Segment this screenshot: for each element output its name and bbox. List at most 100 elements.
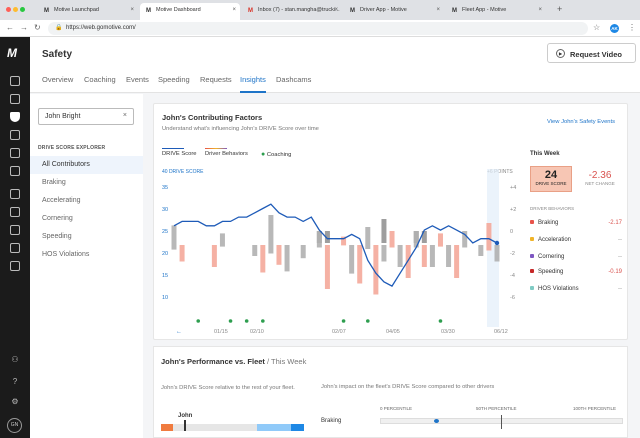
forward-arrow-icon[interactable]: → [20,23,28,32]
user-avatar[interactable]: GN [7,418,22,433]
page-title: Safety [42,49,73,60]
percentile-100: 100TH PERCENTILE [573,406,617,411]
browser-tab[interactable]: M Fleet App - Motive × [446,3,546,20]
drive-score-explorer-panel: John Bright × DRIVE SCORE EXPLORER All C… [30,94,143,438]
contributing-factors-card: John's Contributing Factors Understand w… [153,103,628,340]
back-arrow-icon[interactable]: ← [6,23,14,32]
x-tick-label: 03/30 [441,329,455,335]
driver-behaviors-header: DRIVER BEHAVIORS [530,206,575,211]
settings-icon[interactable]: ⚙ [11,397,19,406]
shield-icon[interactable] [10,112,20,122]
folder-icon[interactable] [10,207,20,217]
behavior-bar-positive [421,231,427,243]
file-icon[interactable] [10,189,20,199]
list-icon[interactable] [10,94,20,104]
behavior-bar-negative [179,245,185,262]
bookmark-star-icon[interactable]: ☆ [593,23,601,32]
browser-tab[interactable]: M Motive Launchpad × [38,3,138,20]
behavior-row-cornering[interactable]: Cornering -- [530,254,622,260]
net-change-box: -2.36 NET CHANGE [575,170,625,186]
camera-icon: ▶ [556,49,565,58]
legend-drive-score: DRIVE Score [162,148,196,157]
behavior-bar-negative [260,245,266,273]
tab-events[interactable]: Events [126,75,149,84]
behavior-bar-negative [324,245,330,289]
browser-menu-icon[interactable]: ⋮ [628,23,636,32]
users-icon[interactable]: ⚇ [11,355,19,364]
request-video-button[interactable]: ▶ Request Video [547,43,636,63]
profile-avatar[interactable]: AK [610,24,619,33]
braking-swatch [530,220,534,224]
hos-swatch [530,286,534,290]
close-window-button[interactable] [6,7,11,12]
y-tick-label: 35 [162,185,168,191]
new-tab-button[interactable]: + [557,4,563,14]
explorer-item-speeding[interactable]: Speeding [42,233,72,240]
reload-icon[interactable]: ↻ [34,23,41,32]
clear-icon[interactable]: × [122,112,127,119]
behavior-bar-negative [446,245,452,267]
close-tab-icon[interactable]: × [436,7,440,13]
coaching-point [196,319,201,323]
behavior-row-braking[interactable]: Braking -2.17 [530,220,622,226]
legend-bar-swatch [205,148,227,149]
behavior-name: Cornering [538,254,565,260]
briefcase-icon[interactable] [10,261,20,271]
tab-overview[interactable]: Overview [42,75,74,84]
map-icon[interactable] [10,76,20,86]
tab-dashcams[interactable]: Dashcams [276,75,312,84]
behavior-row-speeding[interactable]: Speeding -0.19 [530,269,622,275]
behavior-row-acceleration[interactable]: Acceleration -- [530,237,622,243]
browser-tab-active[interactable]: M Motive Dashboard × [140,3,240,20]
tab-coaching[interactable]: Coaching [84,75,116,84]
impact-row-label: Braking [321,418,342,424]
behavior-bar-negative [252,245,258,256]
minimize-window-button[interactable] [13,7,18,12]
behavior-bar-negative [389,231,395,248]
wrench-icon[interactable] [10,148,20,158]
percentile-50: 50TH PERCENTILE [476,406,517,411]
behavior-name: Acceleration [538,237,572,243]
motive-logo[interactable]: M [7,46,17,60]
y-tick-label: 30 [162,207,168,213]
browser-tab[interactable]: M Inbox (7) - stan.mangha@trucki... × [242,3,342,20]
explorer-item-braking[interactable]: Braking [42,179,66,186]
window-controls [6,7,27,14]
drive-score-chart[interactable]: 40 DRIVE SCORE +6 POINTS 35 +4 30 +2 25 0 20 -2 15… [154,164,524,339]
close-tab-icon[interactable]: × [334,7,338,13]
tab-insights[interactable]: Insights [240,75,266,93]
lock-icon: 🔒 [55,25,63,31]
tab-speeding[interactable]: Speeding [158,75,190,84]
maximize-window-button[interactable] [20,7,25,12]
document-icon[interactable] [10,130,20,140]
help-icon[interactable]: ? [12,377,18,386]
explorer-item-hos-violations[interactable]: HOS Violations [42,251,90,258]
braking-impact-dot[interactable] [434,419,439,423]
view-safety-events-link[interactable]: View John's Safety Events [547,119,616,125]
cornering-swatch [530,254,534,258]
driver-search-input[interactable]: John Bright × [38,108,134,125]
explorer-item-all-contributors[interactable]: All Contributors [30,156,143,174]
receipt-icon[interactable] [10,225,20,235]
browser-tab[interactable]: M Driver App - Motive × [344,3,444,20]
close-tab-icon[interactable]: × [538,7,542,13]
explorer-item-accelerating[interactable]: Accelerating [42,197,81,204]
tab-label: Fleet App - Motive [462,7,507,13]
chart-icon[interactable] [10,243,20,253]
drive-score-label: DRIVE SCORE [535,181,567,186]
behavior-bar-negative [341,236,347,246]
y-axis-title: 40 DRIVE SCORE [162,169,204,175]
x-tick-label: 06/12 [494,329,508,335]
url-field[interactable]: 🔒 https://web.gomotive.com/ [48,22,588,35]
page-header: Safety ▶ Request Video Overview Coaching… [30,37,640,93]
tab-requests[interactable]: Requests [200,75,232,84]
behavior-row-hos-violations[interactable]: HOS Violations -- [530,286,622,292]
explorer-item-cornering[interactable]: Cornering [42,215,73,222]
behavior-bar-negative [381,245,387,262]
close-tab-icon[interactable]: × [232,7,236,13]
app-nav-rail: M ⚇ ? ⚙ GN [0,37,30,438]
close-tab-icon[interactable]: × [130,7,134,13]
chart-prev-arrow: ← [176,329,182,335]
performance-title-text: John's Performance vs. Fleet [161,357,265,366]
truck-icon[interactable] [10,166,20,176]
